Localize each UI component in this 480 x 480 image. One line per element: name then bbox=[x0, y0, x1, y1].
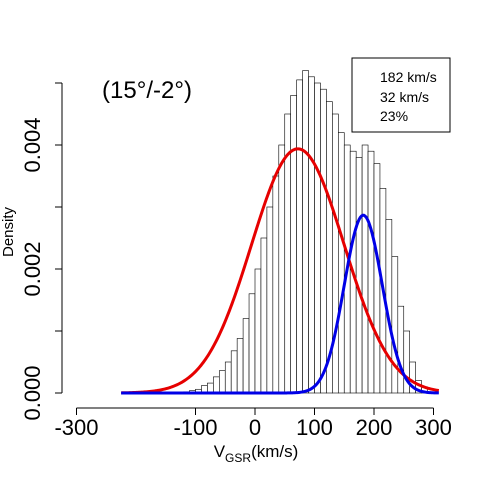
histogram-bar bbox=[397, 305, 405, 394]
histogram-bar bbox=[266, 206, 274, 394]
histogram-bar bbox=[254, 268, 262, 394]
y-axis: 0.000 0.002 0.004 bbox=[20, 82, 63, 421]
histogram-bar bbox=[230, 350, 238, 394]
x-tick-label: 200 bbox=[356, 415, 393, 440]
y-tick-label: 0.000 bbox=[20, 365, 45, 420]
histogram-bar bbox=[242, 318, 250, 394]
histogram-bar bbox=[236, 338, 244, 394]
fit-curves bbox=[121, 147, 440, 395]
histogram-bar bbox=[355, 157, 363, 394]
legend-fraction: 23% bbox=[380, 108, 408, 124]
histogram-bar bbox=[213, 376, 220, 394]
legend-box: 182 km/s 32 km/s 23% bbox=[351, 57, 451, 133]
histogram-bar bbox=[320, 88, 327, 394]
histogram-bar bbox=[302, 70, 309, 394]
x-axis-label: VGSR(km/s) bbox=[214, 442, 299, 465]
x-tick-label: 0 bbox=[249, 415, 261, 440]
y-tick-label: 0.004 bbox=[20, 117, 45, 172]
x-tick-label: -300 bbox=[54, 415, 98, 440]
histogram-bar bbox=[278, 144, 286, 394]
histogram-bar bbox=[248, 293, 256, 394]
y-axis-label: Density bbox=[0, 206, 17, 257]
disk-fit-curve bbox=[121, 147, 440, 395]
panel-label: (15°/-2°) bbox=[102, 77, 192, 104]
histogram-bar bbox=[272, 175, 280, 394]
legend-mean: 182 km/s bbox=[380, 69, 437, 85]
histogram-bar bbox=[308, 76, 315, 394]
x-tick-label: 300 bbox=[415, 415, 452, 440]
histogram-bar bbox=[361, 144, 369, 394]
x-tick-label: -100 bbox=[173, 415, 217, 440]
bar-fit-curve bbox=[121, 213, 439, 395]
y-tick-label: 0.002 bbox=[20, 241, 45, 296]
histogram-bar bbox=[290, 95, 297, 394]
histogram-bar bbox=[314, 82, 321, 394]
histogram-bar bbox=[296, 79, 303, 394]
legend-sigma: 32 km/s bbox=[380, 89, 429, 105]
histogram-bar bbox=[219, 370, 226, 394]
histogram-bar bbox=[409, 361, 416, 394]
histogram-bar bbox=[367, 150, 375, 394]
histogram-bar bbox=[224, 361, 232, 394]
x-tick-label: 100 bbox=[296, 415, 333, 440]
x-axis: -300 -100 0 100 200 300 bbox=[54, 407, 452, 440]
histogram-bar bbox=[391, 256, 399, 394]
histogram-bar bbox=[332, 113, 339, 394]
histogram-bar bbox=[373, 163, 381, 394]
histogram-bar bbox=[337, 132, 345, 394]
histogram-bar bbox=[260, 237, 268, 394]
